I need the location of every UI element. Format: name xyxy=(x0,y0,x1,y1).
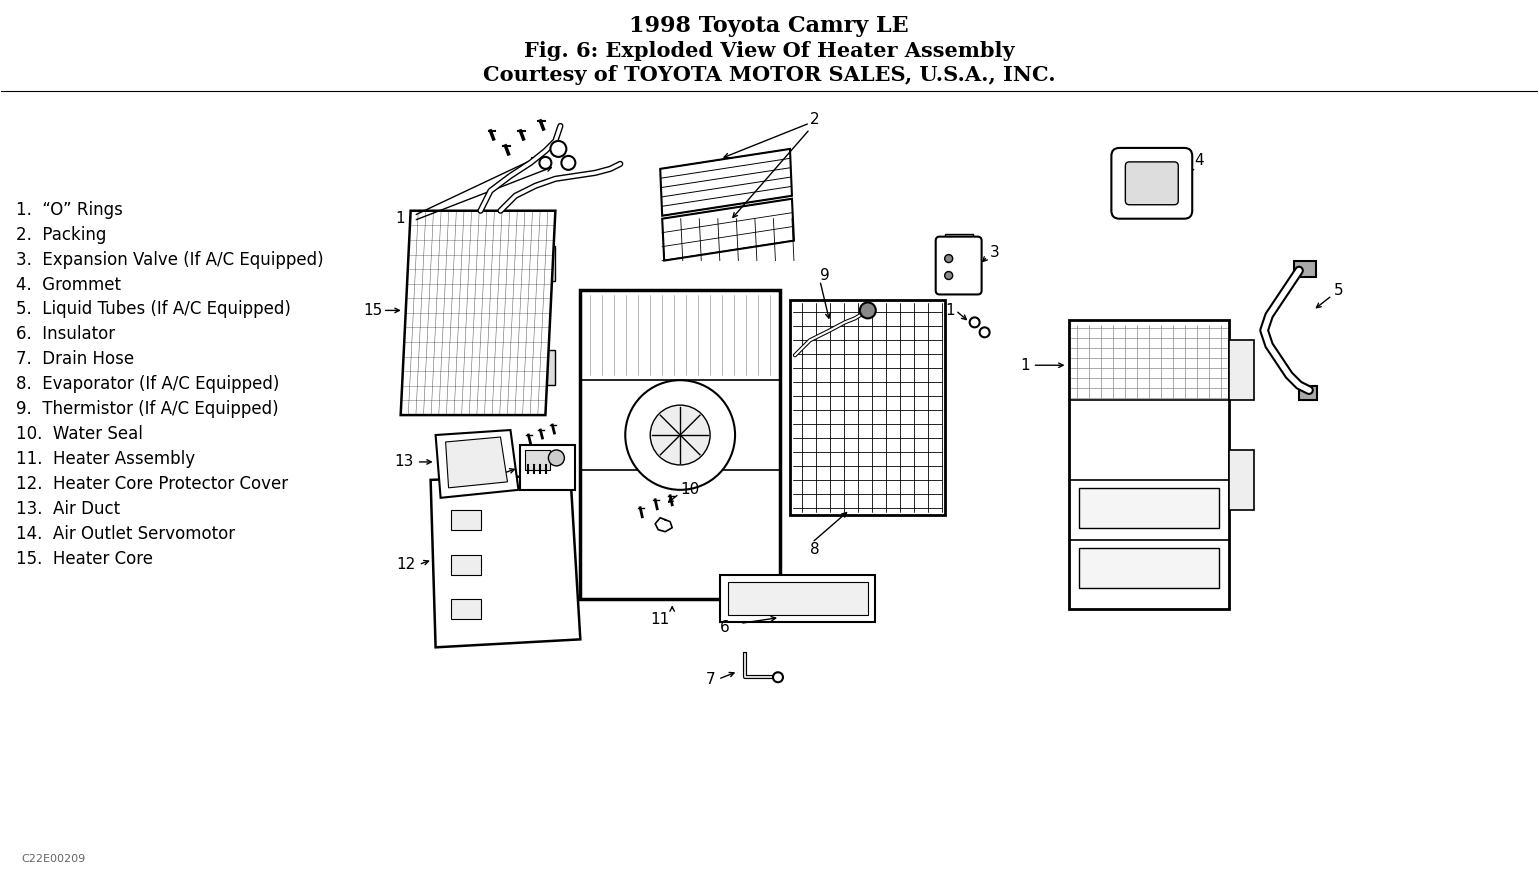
Polygon shape xyxy=(662,199,794,260)
Text: 8: 8 xyxy=(810,542,820,557)
Text: 9: 9 xyxy=(820,268,830,283)
Polygon shape xyxy=(660,149,793,216)
FancyBboxPatch shape xyxy=(1125,162,1179,204)
Text: 1998 Toyota Camry LE: 1998 Toyota Camry LE xyxy=(629,15,910,38)
Polygon shape xyxy=(436,430,519,498)
Text: 3.  Expansion Valve (If A/C Equipped): 3. Expansion Valve (If A/C Equipped) xyxy=(17,251,325,268)
Bar xyxy=(1079,488,1219,528)
Bar xyxy=(728,581,868,616)
Text: 1.  “O” Rings: 1. “O” Rings xyxy=(17,201,123,218)
Bar xyxy=(945,233,973,244)
Text: 2.  Packing: 2. Packing xyxy=(17,225,106,244)
Text: 1: 1 xyxy=(945,303,954,317)
Circle shape xyxy=(625,381,736,490)
Circle shape xyxy=(945,272,953,280)
Bar xyxy=(451,600,480,619)
Text: 3: 3 xyxy=(990,245,999,260)
Circle shape xyxy=(970,317,980,327)
Text: 14.  Air Outlet Servomotor: 14. Air Outlet Servomotor xyxy=(17,524,235,543)
Bar xyxy=(540,246,556,281)
Text: 11.  Heater Assembly: 11. Heater Assembly xyxy=(17,450,195,468)
Bar xyxy=(790,301,945,515)
Text: 6: 6 xyxy=(720,620,729,635)
Text: 5.  Liquid Tubes (If A/C Equipped): 5. Liquid Tubes (If A/C Equipped) xyxy=(17,301,291,318)
Text: 8.  Evaporator (If A/C Equipped): 8. Evaporator (If A/C Equipped) xyxy=(17,375,280,393)
Text: 9.  Thermistor (If A/C Equipped): 9. Thermistor (If A/C Equipped) xyxy=(17,400,279,418)
Text: 1: 1 xyxy=(1020,358,1030,373)
Bar xyxy=(720,574,874,623)
Bar xyxy=(1079,547,1219,588)
Polygon shape xyxy=(431,474,580,647)
Circle shape xyxy=(945,254,953,262)
Circle shape xyxy=(562,156,576,170)
Bar xyxy=(451,510,480,530)
Text: 4.  Grommet: 4. Grommet xyxy=(17,275,122,294)
Bar xyxy=(1070,320,1230,610)
Circle shape xyxy=(548,450,565,466)
Bar xyxy=(520,445,576,490)
Bar xyxy=(1299,386,1317,400)
Bar xyxy=(580,290,780,600)
Polygon shape xyxy=(400,210,556,415)
Text: 10: 10 xyxy=(680,482,699,497)
Circle shape xyxy=(649,405,709,465)
Text: 13.  Air Duct: 13. Air Duct xyxy=(17,500,120,517)
Text: Fig. 6: Exploded View Of Heater Assembly: Fig. 6: Exploded View Of Heater Assembly xyxy=(523,41,1014,61)
Text: Courtesy of TOYOTA MOTOR SALES, U.S.A., INC.: Courtesy of TOYOTA MOTOR SALES, U.S.A., … xyxy=(483,65,1056,85)
Circle shape xyxy=(551,141,566,157)
Text: 7: 7 xyxy=(705,672,716,687)
Circle shape xyxy=(773,673,783,682)
Text: 1: 1 xyxy=(396,211,405,226)
Text: 5: 5 xyxy=(1334,283,1344,298)
Text: 7.  Drain Hose: 7. Drain Hose xyxy=(17,350,134,368)
Text: 14: 14 xyxy=(476,470,496,485)
Circle shape xyxy=(539,157,551,169)
Text: 11: 11 xyxy=(649,612,669,627)
Bar xyxy=(451,554,480,574)
Bar xyxy=(1230,450,1254,510)
Text: 12.  Heater Core Protector Cover: 12. Heater Core Protector Cover xyxy=(17,474,288,493)
Text: 2: 2 xyxy=(810,111,820,126)
Text: 15: 15 xyxy=(363,303,383,317)
Circle shape xyxy=(980,327,990,338)
Bar xyxy=(1230,340,1254,400)
FancyBboxPatch shape xyxy=(936,237,982,295)
Polygon shape xyxy=(446,437,508,488)
Text: 12: 12 xyxy=(397,557,416,572)
Circle shape xyxy=(860,303,876,318)
Text: 6.  Insulator: 6. Insulator xyxy=(17,325,115,344)
Bar xyxy=(540,350,556,385)
Text: 10.  Water Seal: 10. Water Seal xyxy=(17,425,143,443)
Text: 4: 4 xyxy=(1194,153,1203,168)
FancyBboxPatch shape xyxy=(1111,148,1193,218)
Bar xyxy=(1294,260,1316,276)
Text: 15.  Heater Core: 15. Heater Core xyxy=(17,550,154,567)
Bar xyxy=(525,450,551,470)
Text: 13: 13 xyxy=(394,454,414,469)
Text: C22E00209: C22E00209 xyxy=(22,853,86,864)
